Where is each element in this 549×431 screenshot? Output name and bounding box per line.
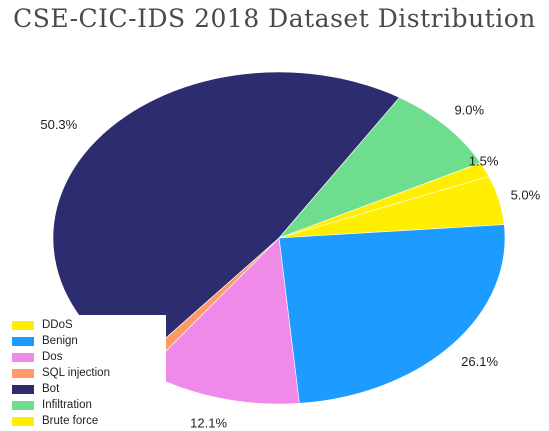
legend-item: Dos [12, 349, 162, 365]
legend-swatch [12, 368, 34, 378]
legend-item: DDoS [12, 317, 162, 333]
legend-item: SQL injection [12, 365, 162, 381]
legend-label: Benign [42, 335, 78, 347]
chart-legend: DDoS Benign Dos SQL injection Bot Infiltratio… [8, 315, 166, 431]
legend-item: Brute force [12, 413, 162, 429]
legend-swatch [12, 416, 34, 426]
legend-label: Infiltration [42, 399, 92, 411]
legend-label: SQL injection [42, 367, 110, 379]
pie-value-label: 12.1% [190, 416, 227, 431]
legend-label: Brute force [42, 415, 99, 427]
legend-swatch [12, 320, 34, 330]
chart-title: CSE-CIC-IDS 2018 Dataset Distribution [13, 4, 536, 33]
legend-label: Dos [42, 351, 63, 363]
legend-swatch [12, 384, 34, 394]
legend-label: DDoS [42, 319, 73, 331]
legend-item: Bot [12, 381, 162, 397]
pie-value-label: 5.0% [511, 188, 541, 203]
legend-swatch [12, 336, 34, 346]
pie-value-label: 50.3% [40, 117, 77, 132]
pie-value-label: 1.5% [469, 153, 499, 168]
pie-slice-bot [52, 71, 400, 367]
pie-slices [52, 71, 506, 405]
pie-value-label: 9.0% [454, 103, 484, 118]
legend-item: Infiltration [12, 397, 162, 413]
legend-swatch [12, 400, 34, 410]
pie-slice-benign [278, 224, 506, 404]
legend-swatch [12, 352, 34, 362]
pie-slice-brute-force [278, 162, 490, 239]
pie-value-label: 26.1% [461, 354, 498, 369]
legend-item: Benign [12, 333, 162, 349]
pie-slice-infiltration [278, 97, 481, 239]
legend-label: Bot [42, 383, 60, 395]
